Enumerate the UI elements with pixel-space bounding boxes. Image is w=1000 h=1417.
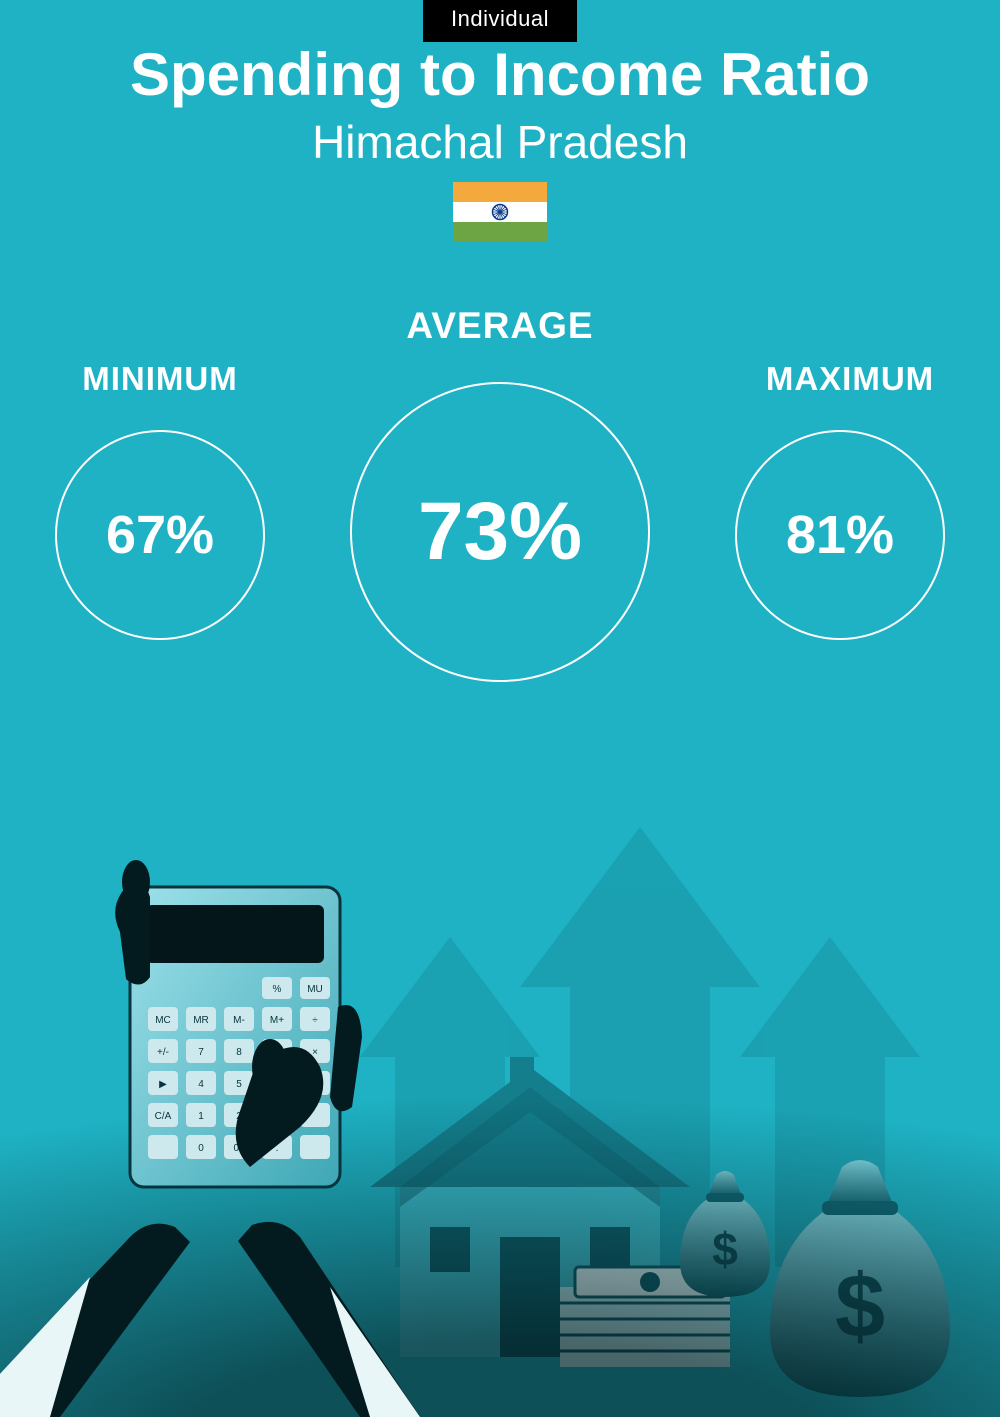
svg-text:M-: M- — [233, 1015, 245, 1026]
svg-text:8: 8 — [236, 1047, 242, 1058]
minimum-circle: 67% — [55, 430, 265, 640]
svg-text:$: $ — [712, 1223, 738, 1275]
stats-row: MINIMUM AVERAGE MAXIMUM 67% 73% 81% — [0, 300, 1000, 700]
maximum-circle: 81% — [735, 430, 945, 640]
average-circle: 73% — [350, 382, 650, 682]
svg-text:+/-: +/- — [157, 1047, 169, 1058]
moneybag-large-icon: $ — [770, 1160, 950, 1397]
page-subtitle: Himachal Pradesh — [0, 115, 1000, 169]
svg-text:2: 2 — [236, 1111, 242, 1122]
hands-calculator-icon: %MU MCMRM-M+÷ +/-789× ▶456− C/A123 000. — [0, 860, 420, 1417]
svg-text:÷: ÷ — [312, 1015, 318, 1026]
flag-saffron-stripe — [453, 182, 547, 202]
cash-stack-icon — [560, 1267, 730, 1367]
svg-text:M+: M+ — [270, 1015, 284, 1026]
finance-illustration: $ $ — [0, 767, 1000, 1417]
minimum-value: 67% — [106, 504, 214, 566]
svg-text:3: 3 — [274, 1111, 280, 1122]
house-icon — [370, 1057, 690, 1357]
svg-text:7: 7 — [198, 1047, 204, 1058]
svg-text:MU: MU — [307, 984, 323, 995]
svg-text:1: 1 — [198, 1111, 204, 1122]
svg-text:6: 6 — [274, 1079, 280, 1090]
svg-text:$: $ — [835, 1257, 885, 1357]
svg-text:MC: MC — [155, 1015, 171, 1026]
svg-text:MR: MR — [193, 1015, 209, 1026]
svg-text:9: 9 — [274, 1047, 280, 1058]
infographic-canvas: Individual Spending to Income Ratio Hima… — [0, 0, 1000, 1417]
svg-text:▶: ▶ — [159, 1079, 167, 1090]
category-tab: Individual — [423, 0, 577, 42]
svg-text:0: 0 — [198, 1143, 204, 1154]
svg-text:−: − — [312, 1079, 318, 1090]
minimum-label: MINIMUM — [30, 360, 290, 398]
svg-text:C/A: C/A — [155, 1111, 172, 1122]
svg-text:×: × — [312, 1047, 318, 1058]
flag-white-stripe — [453, 202, 547, 222]
average-value: 73% — [418, 485, 582, 579]
moneybag-small-icon: $ — [680, 1171, 770, 1297]
svg-text:00: 00 — [233, 1143, 245, 1154]
flag-green-stripe — [453, 222, 547, 242]
svg-text:.: . — [276, 1143, 279, 1154]
ashoka-chakra-icon — [491, 203, 509, 221]
page-title: Spending to Income Ratio — [0, 40, 1000, 109]
average-label: AVERAGE — [370, 305, 630, 347]
svg-text:%: % — [273, 984, 282, 995]
india-flag-icon — [453, 182, 547, 242]
maximum-label: MAXIMUM — [720, 360, 980, 398]
maximum-value: 81% — [786, 504, 894, 566]
growth-arrows-icon — [360, 827, 920, 1267]
svg-text:4: 4 — [198, 1079, 204, 1090]
svg-text:5: 5 — [236, 1079, 242, 1090]
